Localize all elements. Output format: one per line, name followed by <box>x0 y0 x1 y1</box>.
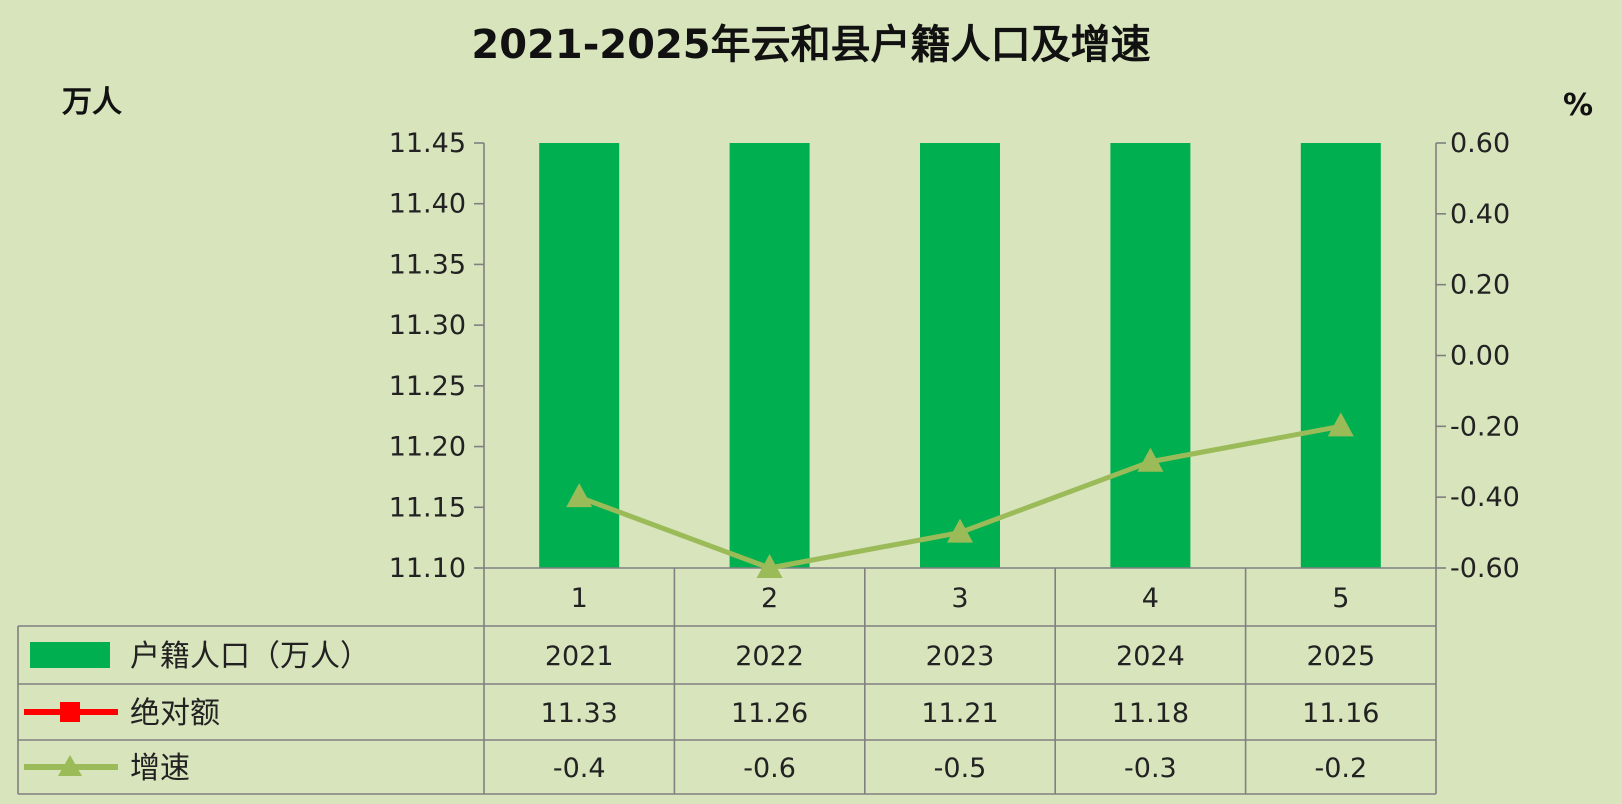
growth-line-layer <box>566 412 1354 578</box>
legend-key-line-1 <box>24 702 118 722</box>
bar-2022 <box>729 143 810 568</box>
category-label: 3 <box>951 583 968 614</box>
growth-point-2024 <box>1137 447 1164 472</box>
table-cell-value: -0.3 <box>1124 753 1177 784</box>
right-tick-label: 0.20 <box>1450 270 1510 301</box>
right-tick-label: -0.60 <box>1450 553 1520 584</box>
growth-point-2025 <box>1327 412 1354 437</box>
growth-point-2023 <box>947 518 973 543</box>
legend-label: 户籍人口（万人） <box>130 639 370 674</box>
right-tick-label: -0.40 <box>1450 482 1520 513</box>
legend-marker-triangle <box>58 755 82 776</box>
bar-2023 <box>920 143 1000 568</box>
table-cell-value: 2025 <box>1306 641 1375 672</box>
legend-label: 绝对额 <box>130 696 220 731</box>
left-tick-label: 11.40 <box>389 189 466 220</box>
category-label: 1 <box>571 583 588 614</box>
table-cell-value: -0.4 <box>553 753 606 784</box>
table-cell-value: -0.6 <box>743 753 796 784</box>
table-cell-value: -0.2 <box>1314 753 1367 784</box>
legend-marker-square <box>60 702 80 722</box>
legend-key-bar-0 <box>30 642 110 668</box>
bar-2025 <box>1300 143 1381 568</box>
legend-label: 增速 <box>130 751 190 786</box>
left-axis-unit: 万人 <box>62 85 122 120</box>
table-cell-value: 11.33 <box>541 698 618 729</box>
right-axis-ticks: 0.60 0.40 0.20 0.00 -0.20 -0.40 -0.60 <box>1436 128 1520 584</box>
bar-2024 <box>1110 143 1191 568</box>
left-tick-label: 11.25 <box>389 371 466 402</box>
left-tick-label: 11.35 <box>389 249 466 280</box>
growth-point-2021 <box>566 483 593 508</box>
right-tick-label: 0.60 <box>1450 128 1510 159</box>
table-cell-value: 11.26 <box>731 698 808 729</box>
category-label: 4 <box>1142 583 1159 614</box>
table-cell-value: 11.16 <box>1302 698 1379 729</box>
right-tick-label: 0.40 <box>1450 199 1510 230</box>
left-tick-label: 11.10 <box>389 553 466 584</box>
growth-point-2022 <box>756 554 783 578</box>
left-tick-label: 11.20 <box>389 432 466 463</box>
left-tick-label: 11.45 <box>389 128 466 159</box>
table-cell-value: 2023 <box>926 641 995 672</box>
category-label: 2 <box>761 583 778 614</box>
category-label: 5 <box>1332 583 1349 614</box>
left-tick-label: 11.30 <box>389 310 466 341</box>
right-tick-label: 0.00 <box>1450 341 1510 372</box>
data-table: 1 2 3 4 5 户籍人口（万人） 2021 2022 2023 2024 2025 绝对额 11.3… <box>17 567 1437 795</box>
table-cell-value: 2024 <box>1116 641 1185 672</box>
left-tick-label: 11.15 <box>389 492 466 523</box>
table-cell-value: 11.21 <box>921 698 998 729</box>
legend-swatch-bar <box>30 642 110 668</box>
left-axis-ticks: 11.45 11.40 11.35 11.30 11.25 11.20 11.15 11.10 <box>389 128 484 584</box>
legend-key-line-2 <box>24 755 118 776</box>
table-cell-value: -0.5 <box>934 753 987 784</box>
right-axis-unit: % <box>1563 88 1593 123</box>
table-cell-value: 11.18 <box>1112 698 1189 729</box>
right-tick-label: -0.20 <box>1450 411 1520 442</box>
table-cell-value: 2021 <box>545 641 614 672</box>
chart-title: 2021-2025年云和县户籍人口及增速 <box>471 22 1150 68</box>
bars-layer <box>539 143 1381 568</box>
table-cell-value: 2022 <box>735 641 804 672</box>
